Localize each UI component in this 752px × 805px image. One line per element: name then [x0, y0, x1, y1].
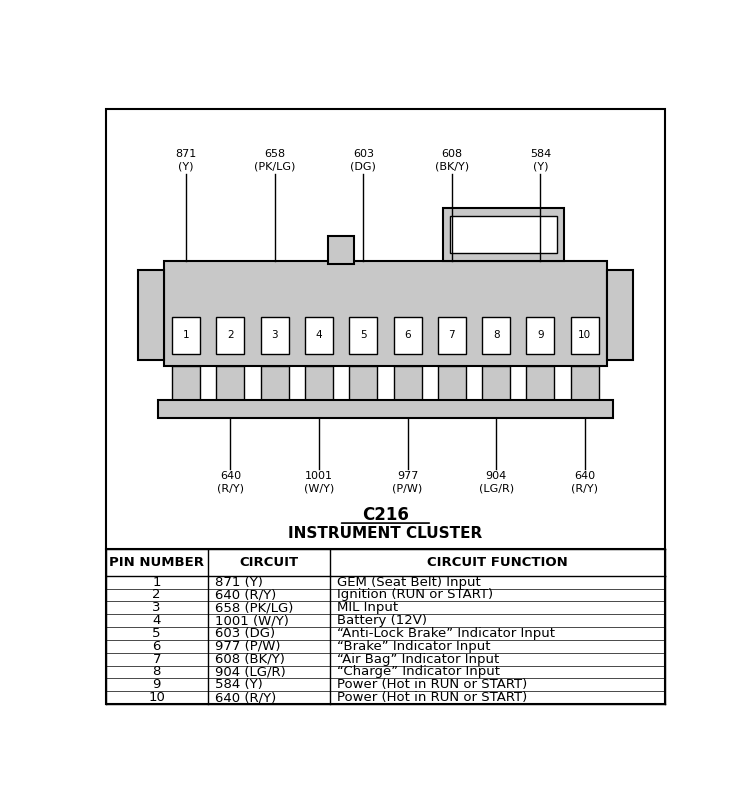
Text: INSTRUMENT CLUSTER: INSTRUMENT CLUSTER [288, 526, 483, 541]
Text: 3: 3 [153, 601, 161, 614]
Text: “Air Bag” Indicator Input: “Air Bag” Indicator Input [337, 653, 499, 666]
Text: 640
(R/Y): 640 (R/Y) [217, 471, 244, 493]
Bar [526, 316, 554, 354]
Text: 6: 6 [153, 640, 161, 653]
Text: CIRCUIT FUNCTION: CIRCUIT FUNCTION [427, 556, 568, 569]
Text: 603
(DG): 603 (DG) [350, 149, 376, 171]
Text: 584 (Y): 584 (Y) [214, 679, 262, 691]
Text: 9: 9 [537, 330, 544, 341]
Bar [450, 217, 556, 254]
Text: 1: 1 [183, 330, 190, 341]
Text: 1: 1 [153, 576, 161, 588]
Text: 977
(P/W): 977 (P/W) [393, 471, 423, 493]
Bar [328, 236, 354, 264]
Text: C216: C216 [362, 506, 409, 524]
Text: Battery (12V): Battery (12V) [337, 614, 427, 627]
Text: 5: 5 [153, 627, 161, 640]
Bar [158, 400, 613, 418]
Bar [607, 270, 633, 360]
Text: 9: 9 [153, 679, 161, 691]
Text: 10: 10 [148, 691, 165, 704]
Text: 904
(LG/R): 904 (LG/R) [478, 471, 514, 493]
Text: GEM (Seat Belt) Input: GEM (Seat Belt) Input [337, 576, 481, 588]
Text: 871 (Y): 871 (Y) [214, 576, 262, 588]
Text: MIL Input: MIL Input [337, 601, 398, 614]
Text: 2: 2 [227, 330, 234, 341]
Bar [482, 366, 510, 400]
Bar [261, 316, 289, 354]
Text: Power (Hot in RUN or START): Power (Hot in RUN or START) [337, 679, 527, 691]
Text: 871
(Y): 871 (Y) [175, 149, 197, 171]
Bar [482, 316, 510, 354]
Text: “Anti-Lock Brake” Indicator Input: “Anti-Lock Brake” Indicator Input [337, 627, 555, 640]
Text: Power (Hot in RUN or START): Power (Hot in RUN or START) [337, 691, 527, 704]
Text: 3: 3 [271, 330, 278, 341]
Text: 8: 8 [493, 330, 499, 341]
Text: CIRCUIT: CIRCUIT [239, 556, 299, 569]
Text: 2: 2 [153, 588, 161, 601]
Text: 640 (R/Y): 640 (R/Y) [214, 691, 276, 704]
Text: 640
(R/Y): 640 (R/Y) [572, 471, 599, 493]
Text: 608
(BK/Y): 608 (BK/Y) [435, 149, 469, 171]
Text: 7: 7 [153, 653, 161, 666]
Text: “Charge” Indicator Input: “Charge” Indicator Input [337, 666, 500, 679]
Bar [217, 316, 244, 354]
Text: 584
(Y): 584 (Y) [530, 149, 551, 171]
Text: 658
(PK/LG): 658 (PK/LG) [254, 149, 296, 171]
Text: 904 (LG/R): 904 (LG/R) [214, 666, 286, 679]
Bar [349, 366, 378, 400]
Bar [172, 316, 200, 354]
Bar [172, 366, 200, 400]
Text: 8: 8 [153, 666, 161, 679]
Text: 658 (PK/LG): 658 (PK/LG) [214, 601, 293, 614]
Bar [164, 261, 607, 366]
Bar [571, 316, 599, 354]
Bar [526, 366, 554, 400]
Text: 977 (P/W): 977 (P/W) [214, 640, 280, 653]
Text: 1001 (W/Y): 1001 (W/Y) [214, 614, 289, 627]
Text: 4: 4 [316, 330, 323, 341]
Text: PIN NUMBER: PIN NUMBER [109, 556, 204, 569]
Text: 5: 5 [360, 330, 366, 341]
Text: 640 (R/Y): 640 (R/Y) [214, 588, 276, 601]
Text: 1001
(W/Y): 1001 (W/Y) [304, 471, 334, 493]
Bar [305, 366, 333, 400]
Bar [393, 316, 422, 354]
Bar [393, 366, 422, 400]
Bar [438, 366, 465, 400]
Text: 7: 7 [448, 330, 455, 341]
Bar [349, 316, 378, 354]
Text: 603 (DG): 603 (DG) [214, 627, 274, 640]
Text: 10: 10 [578, 330, 591, 341]
Text: 6: 6 [405, 330, 411, 341]
Bar [217, 366, 244, 400]
Bar [261, 366, 289, 400]
Bar [305, 316, 333, 354]
Bar [138, 270, 164, 360]
Text: 4: 4 [153, 614, 161, 627]
Text: Ignition (RUN or START): Ignition (RUN or START) [337, 588, 493, 601]
Text: 608 (BK/Y): 608 (BK/Y) [214, 653, 284, 666]
Bar [438, 316, 465, 354]
Text: “Brake” Indicator Input: “Brake” Indicator Input [337, 640, 490, 653]
Bar [443, 208, 564, 261]
Bar [571, 366, 599, 400]
